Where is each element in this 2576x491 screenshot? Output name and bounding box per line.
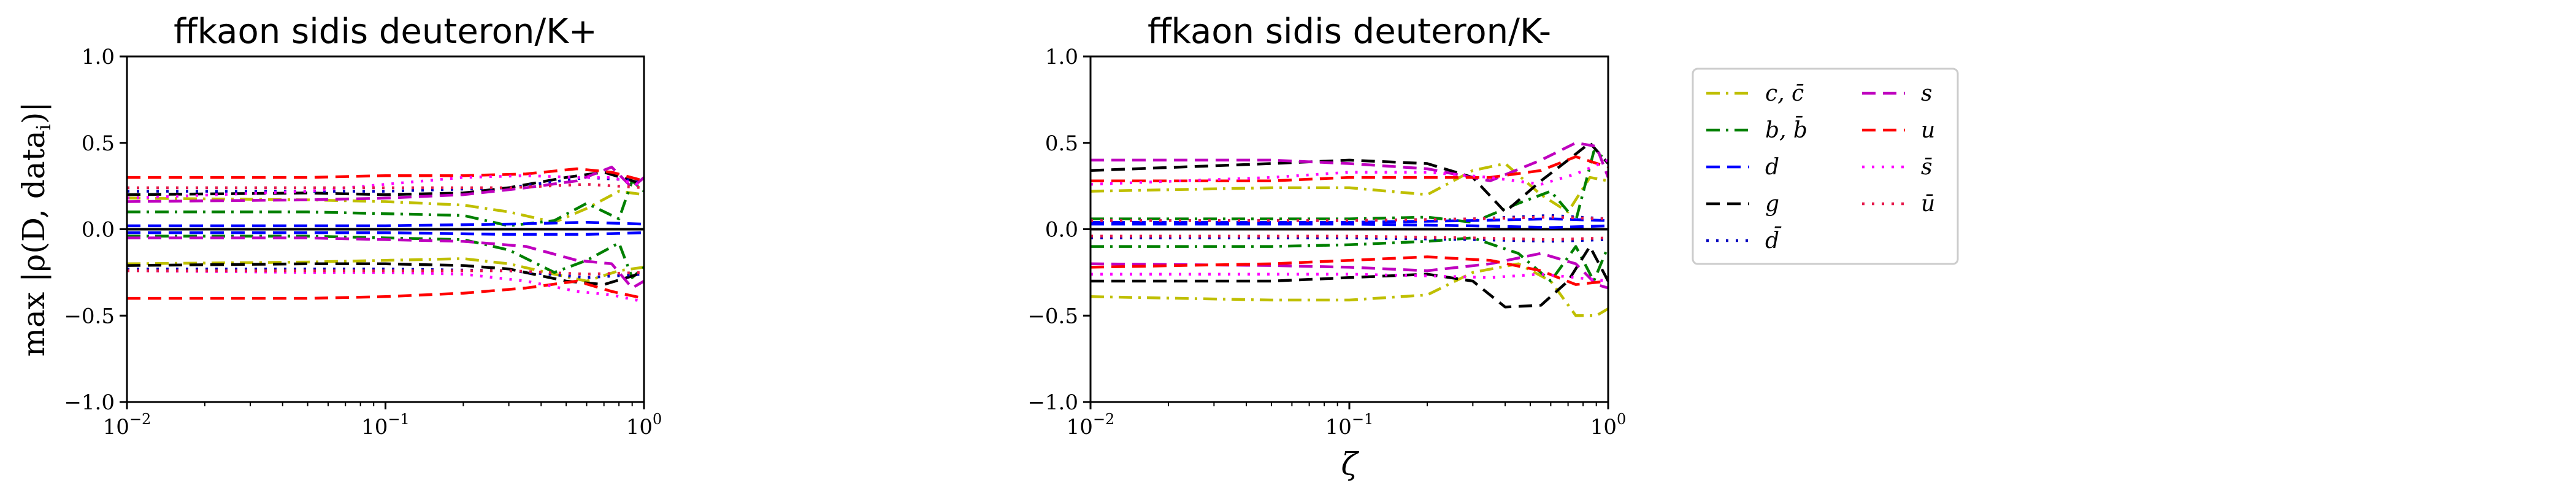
series-line-0-lower [127, 257, 644, 283]
y-tick-label: 0.5 [82, 131, 115, 156]
chart-title: ffkaon sidis deuteron/K+ [174, 12, 597, 52]
x-tick-label: 100 [1590, 411, 1627, 439]
series-line-0-upper [1091, 162, 1608, 214]
series-line-3-upper [127, 171, 644, 196]
legend-label-1: b, b̄ [1765, 116, 1807, 143]
x-axis-label: ζ [1341, 446, 1359, 482]
series-line-6-upper [1091, 155, 1608, 182]
series-line-5-lower [1091, 252, 1608, 290]
series-line-4-upper [127, 176, 644, 193]
series-line-5-upper [1091, 141, 1608, 182]
series-line-2-lower [127, 231, 644, 236]
y-tick-label: 0.0 [82, 218, 115, 242]
x-tick-label: 10−2 [103, 411, 151, 439]
y-tick-label: −0.5 [1027, 304, 1078, 328]
series-line-6-lower [1091, 255, 1608, 286]
series-line-1-upper [1091, 150, 1608, 224]
series-line-8-upper [127, 183, 644, 190]
series-line-1-lower [127, 234, 644, 279]
x-tick-label: 100 [626, 411, 662, 439]
series-line-4-lower [127, 267, 644, 279]
y-axis-label: max |ρ(D, datai)| [16, 102, 55, 357]
series-line-6-upper [127, 167, 644, 182]
series-line-2-upper [127, 220, 644, 228]
x-tick-label: 10−1 [361, 411, 410, 439]
series-line-2-lower [1091, 222, 1608, 229]
series-line-3-lower [1091, 245, 1608, 309]
y-tick-label: 0.0 [1045, 218, 1078, 242]
legend-label-5: s [1921, 81, 1932, 106]
legend-label-8: ū [1921, 191, 1935, 217]
x-tick-label: 10−1 [1325, 411, 1374, 439]
series-line-1-upper [127, 179, 644, 228]
y-tick-label: 0.5 [1045, 131, 1078, 156]
series-line-4-lower [1091, 236, 1608, 243]
series-line-1-lower [1091, 236, 1608, 283]
series-line-8-lower [1091, 234, 1608, 241]
y-tick-label: −0.5 [64, 304, 115, 328]
series-line-3-lower [127, 262, 644, 286]
chart-legend: c, c̄ b, b̄ dg d̄ su s̄ ū [1692, 68, 1959, 265]
legend-box [1692, 68, 1959, 265]
chart-panel-kplus: −1.0 −0.5 0.0 0.5 1.0 10−2 10−1 100 ffkaon sidis… [16, 12, 662, 439]
chart-panel-kminus: −1.0 −0.5 0.0 0.5 1.0 10−2 10−1 100 ffkaon sidis… [1027, 12, 1626, 482]
y-tick-label: 1.0 [1045, 45, 1078, 69]
series-line-5-lower [127, 236, 644, 290]
y-tick-label: −1.0 [64, 390, 115, 415]
legend-label-4: d̄ [1765, 226, 1782, 253]
series-line-0-lower [1091, 262, 1608, 317]
series-line-5-upper [127, 165, 644, 203]
legend-label-3: g [1765, 191, 1779, 217]
series-line-6-lower [127, 279, 644, 300]
y-tick-label: 1.0 [82, 45, 115, 69]
chart-title: ffkaon sidis deuteron/K- [1148, 12, 1551, 52]
legend-label-6: u [1921, 118, 1935, 143]
series-line-7-upper [1091, 158, 1608, 186]
series-line-8-lower [127, 269, 644, 276]
series-line-0-upper [127, 190, 644, 224]
legend-label-0: c, c̄ [1765, 81, 1804, 106]
x-tick-label: 10−2 [1067, 411, 1115, 439]
series-line-2-upper [1091, 217, 1608, 224]
legend-label-7: s̄ [1921, 155, 1932, 180]
legend-label-2: d [1765, 155, 1779, 180]
y-tick-label: −1.0 [1027, 390, 1078, 415]
